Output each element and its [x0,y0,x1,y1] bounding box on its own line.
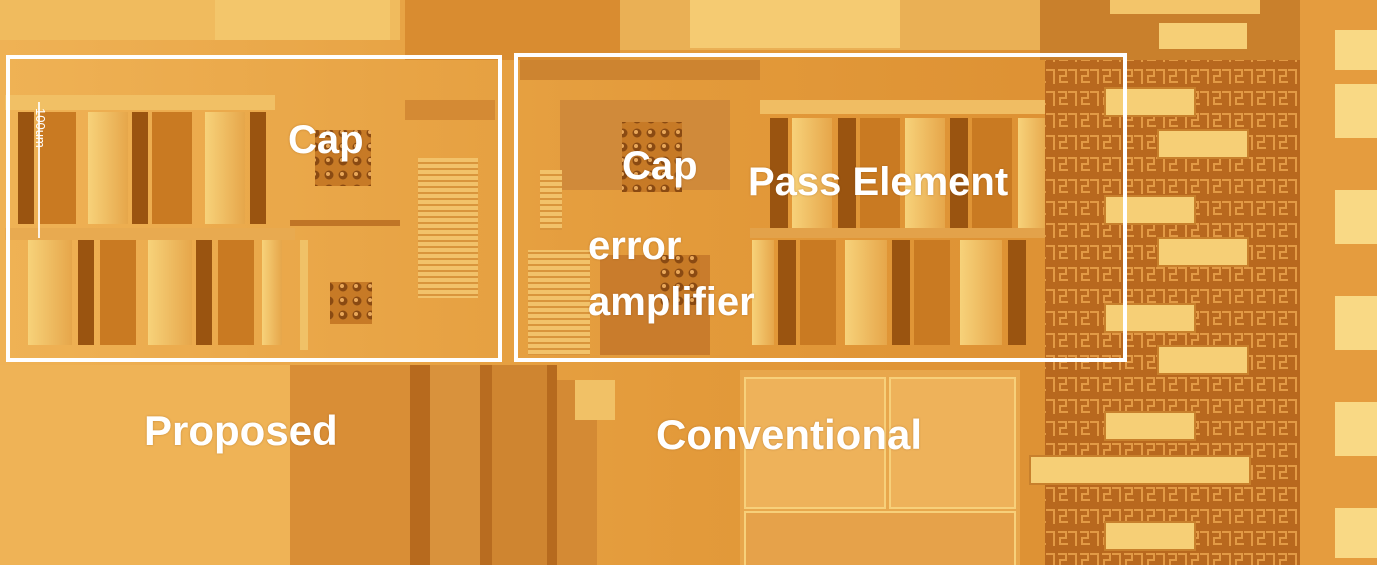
conventional-label: Conventional [656,414,922,456]
proposed-region-box [6,55,502,362]
pass-element-label: Pass Element [748,162,1008,202]
conventional-cap-label: Cap [622,146,698,186]
error-amplifier-label-line2: amplifier [588,282,755,322]
scale-bar-label: 100um [33,108,48,148]
proposed-cap-label: Cap [288,120,364,160]
error-amplifier-label-line1: error [588,226,681,266]
proposed-label: Proposed [144,410,338,452]
